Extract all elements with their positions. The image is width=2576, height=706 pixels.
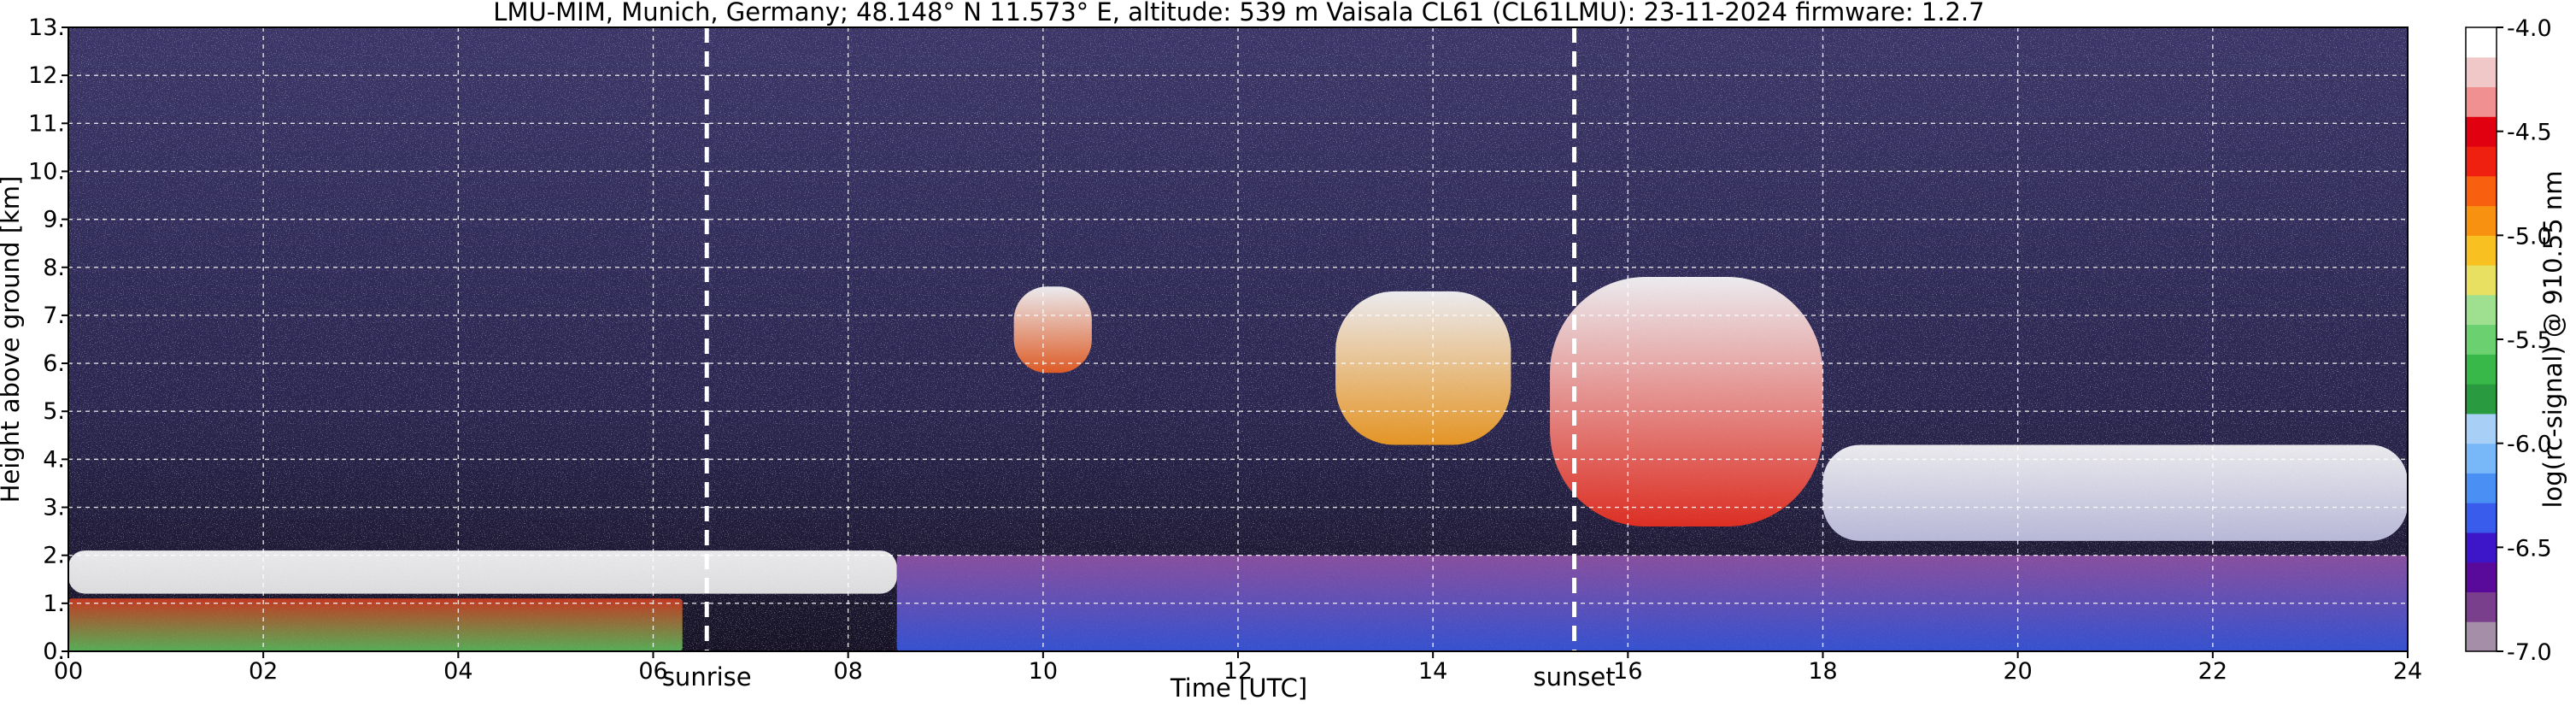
colorbar-segment — [2466, 235, 2497, 266]
colorbar-tick-label: -5.5 — [2507, 327, 2552, 354]
colorbar-segment — [2466, 413, 2497, 444]
y-tick-label: 2. — [43, 543, 65, 569]
colorbar-tick-label: -6.0 — [2507, 432, 2552, 458]
y-tick-label: 12. — [28, 62, 65, 89]
y-tick-label: 8. — [43, 255, 65, 281]
feature-boundary-layer-aerosol — [68, 598, 683, 651]
y-tick-label: 13. — [28, 15, 65, 41]
x-axis-label: Time [UTC] — [1170, 674, 1307, 703]
colorbar-segment — [2466, 503, 2497, 533]
x-axis-ticks: 00 02 04 06 08 10 12 14 16 18 20 22 24 — [54, 651, 2422, 685]
colorbar-segment — [2466, 56, 2497, 88]
x-tick-label: 06 — [638, 658, 667, 685]
x-tick-label: 08 — [833, 658, 862, 685]
colorbar-tick-label: -7.0 — [2507, 639, 2552, 666]
colorbar — [2465, 26, 2497, 652]
colorbar-segment — [2466, 324, 2497, 355]
colorbar-segment — [2466, 175, 2497, 207]
feature-cirrus-cloud — [1013, 286, 1092, 374]
x-tick-label: 00 — [54, 658, 83, 685]
y-tick-label: 5. — [43, 398, 65, 425]
x-tick-label: 14 — [1418, 658, 1447, 685]
colorbar-segment — [2466, 621, 2497, 652]
event-label-sunrise: sunrise — [662, 662, 752, 691]
y-tick-label: 11. — [28, 110, 65, 137]
colorbar-segment — [2466, 591, 2497, 622]
y-tick-label: 6. — [43, 350, 65, 377]
chart-title: LMU-MIM, Munich, Germany; 48.148° N 11.5… — [493, 0, 1984, 26]
plot-area — [68, 27, 2408, 651]
colorbar-segment — [2466, 354, 2497, 385]
feature-boundary-layer-top — [68, 550, 897, 594]
x-tick-label: 12 — [1223, 658, 1253, 685]
feature-low-cloud-layer — [1822, 444, 2408, 541]
colorbar-tick-label: -4.0 — [2507, 15, 2552, 42]
colorbar-segment — [2466, 116, 2497, 147]
colorbar-segment — [2466, 27, 2497, 58]
x-tick-label: 24 — [2393, 658, 2422, 685]
x-tick-label: 16 — [1613, 658, 1642, 685]
colorbar-segment — [2466, 294, 2497, 326]
x-tick-label: 10 — [1029, 658, 1058, 685]
feature-altostratus — [1550, 277, 1823, 527]
event-labels: sunrise sunset — [662, 662, 1616, 691]
x-tick-label: 20 — [2003, 658, 2032, 685]
colorbar-segment — [2466, 384, 2497, 415]
colorbar-segment — [2466, 86, 2497, 117]
y-axis-label: Height above ground [km] — [0, 176, 25, 503]
feature-mid-level-cloud — [1335, 291, 1511, 445]
colorbar-tick-label: -4.5 — [2507, 120, 2552, 146]
colorbar-segment — [2466, 532, 2497, 563]
x-tick-label: 04 — [443, 658, 472, 685]
y-tick-label: 7. — [43, 303, 65, 329]
event-lines — [704, 27, 1577, 651]
y-tick-label: 0. — [43, 638, 65, 665]
colorbar-tick-label: -5.0 — [2507, 223, 2552, 250]
x-tick-label: 22 — [2198, 658, 2227, 685]
colorbar-segment — [2466, 562, 2497, 592]
colorbar-segment — [2466, 265, 2497, 296]
y-tick-label: 4. — [43, 446, 65, 473]
colorbar-label: log(rc-signal) @ 910.55 nm — [2538, 170, 2567, 508]
y-tick-label: 1. — [43, 591, 65, 617]
colorbar-segment — [2466, 443, 2497, 474]
x-tick-label: 18 — [1808, 658, 1837, 685]
y-tick-label: 3. — [43, 495, 65, 521]
colorbar-segment — [2466, 473, 2497, 503]
colorbar-tick-label: -6.5 — [2507, 535, 2552, 562]
y-tick-label: 9. — [43, 207, 65, 233]
grid — [68, 27, 2408, 651]
x-tick-label: 02 — [249, 658, 278, 685]
colorbar-segment — [2466, 205, 2497, 236]
colorbar-segment — [2466, 146, 2497, 177]
y-tick-label: 10. — [28, 158, 65, 185]
event-label-sunset: sunset — [1533, 662, 1615, 691]
y-axis-ticks: 0. 1. 2. 3. 4. 5. 6. 7. 8. 9. 10. 11. 12. 13. — [28, 15, 68, 665]
colorbar-ticks: -4.0 -4.5 -5.0 -5.5 -6.0 -6.5 -7.0 — [2497, 15, 2552, 666]
